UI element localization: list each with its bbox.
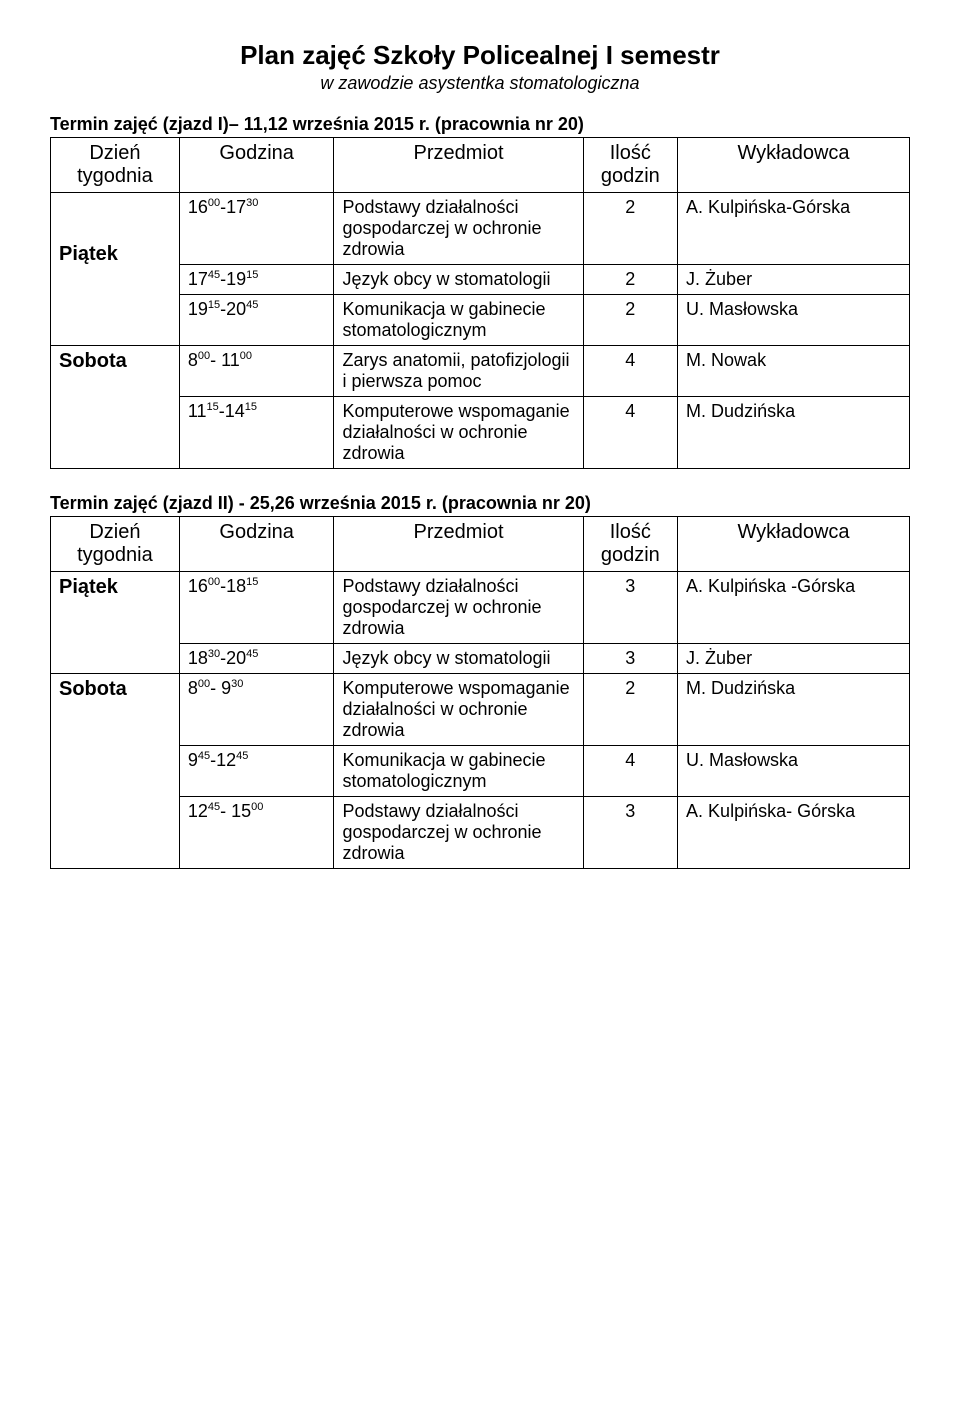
term-line: Termin zajęć (zjazd II) - 25,26 września…	[50, 493, 910, 514]
subject-cell: Zarys anatomii, patofizjologii i pierwsz…	[334, 346, 583, 397]
time-cell: 945-1245	[179, 746, 334, 797]
time-cell: 1600-1815	[179, 572, 334, 644]
table-header: Godzina	[179, 138, 334, 193]
subject-cell: Komputerowe wspomaganie działalności w o…	[334, 674, 583, 746]
hours-cell: 2	[583, 265, 677, 295]
time-cell: 1745-1915	[179, 265, 334, 295]
lecturer-cell: U. Masłowska	[678, 295, 910, 346]
table-header: Dzieńtygodnia	[51, 138, 180, 193]
lecturer-cell: J. Żuber	[678, 644, 910, 674]
day-cell: Sobota	[51, 346, 180, 469]
time-cell: 1115-1415	[179, 397, 334, 469]
subject-cell: Komunikacja w gabinecie stomatologicznym	[334, 295, 583, 346]
subject-cell: Podstawy działalności gospodarczej w och…	[334, 193, 583, 265]
hours-cell: 4	[583, 397, 677, 469]
time-cell: 1245- 1500	[179, 797, 334, 869]
page-subtitle: w zawodzie asystentka stomatologiczna	[50, 73, 910, 94]
hours-cell: 4	[583, 746, 677, 797]
time-cell: 1830-2045	[179, 644, 334, 674]
table-header: Ilośćgodzin	[583, 138, 677, 193]
table-row: Piątek1600-1730Podstawy działalności gos…	[51, 193, 910, 265]
table-row: 1115-1415Komputerowe wspomaganie działal…	[51, 397, 910, 469]
term-line: Termin zajęć (zjazd I)– 11,12 września 2…	[50, 114, 910, 135]
time-cell: 1915-2045	[179, 295, 334, 346]
hours-cell: 4	[583, 346, 677, 397]
lecturer-cell: A. Kulpińska-Górska	[678, 193, 910, 265]
table-row: Piątek1600-1815Podstawy działalności gos…	[51, 572, 910, 644]
table-row: 1830-2045Język obcy w stomatologii3J. Żu…	[51, 644, 910, 674]
lecturer-cell: A. Kulpińska -Górska	[678, 572, 910, 644]
hours-cell: 2	[583, 193, 677, 265]
table-row: 1245- 1500Podstawy działalności gospodar…	[51, 797, 910, 869]
day-cell: Piątek	[51, 572, 180, 674]
lecturer-cell: U. Masłowska	[678, 746, 910, 797]
hours-cell: 2	[583, 295, 677, 346]
subject-cell: Podstawy działalności gospodarczej w och…	[334, 572, 583, 644]
lecturer-cell: M. Nowak	[678, 346, 910, 397]
lecturer-cell: M. Dudzińska	[678, 674, 910, 746]
hours-cell: 3	[583, 572, 677, 644]
time-cell: 800- 930	[179, 674, 334, 746]
schedule-blocks: Termin zajęć (zjazd I)– 11,12 września 2…	[50, 114, 910, 869]
table-header: Wykładowca	[678, 138, 910, 193]
subject-cell: Język obcy w stomatologii	[334, 644, 583, 674]
table-header: Wykładowca	[678, 517, 910, 572]
subject-cell: Podstawy działalności gospodarczej w och…	[334, 797, 583, 869]
hours-cell: 3	[583, 797, 677, 869]
subject-cell: Język obcy w stomatologii	[334, 265, 583, 295]
table-row: 1745-1915Język obcy w stomatologii2J. Żu…	[51, 265, 910, 295]
hours-cell: 3	[583, 644, 677, 674]
time-cell: 800- 1100	[179, 346, 334, 397]
day-cell: Piątek	[51, 193, 180, 346]
table-header: Dzieńtygodnia	[51, 517, 180, 572]
schedule-table: DzieńtygodniaGodzinaPrzedmiotIlośćgodzin…	[50, 137, 910, 469]
time-cell: 1600-1730	[179, 193, 334, 265]
table-row: 1915-2045Komunikacja w gabinecie stomato…	[51, 295, 910, 346]
day-cell: Sobota	[51, 674, 180, 869]
page-title: Plan zajęć Szkoły Policealnej I semestr	[50, 40, 910, 71]
table-header: Ilośćgodzin	[583, 517, 677, 572]
table-row: Sobota800- 1100Zarys anatomii, patofizjo…	[51, 346, 910, 397]
table-row: 945-1245Komunikacja w gabinecie stomatol…	[51, 746, 910, 797]
subject-cell: Komputerowe wspomaganie działalności w o…	[334, 397, 583, 469]
table-header: Godzina	[179, 517, 334, 572]
hours-cell: 2	[583, 674, 677, 746]
schedule-table: DzieńtygodniaGodzinaPrzedmiotIlośćgodzin…	[50, 516, 910, 869]
table-header: Przedmiot	[334, 517, 583, 572]
table-row: Sobota800- 930Komputerowe wspomaganie dz…	[51, 674, 910, 746]
lecturer-cell: A. Kulpińska- Górska	[678, 797, 910, 869]
table-header: Przedmiot	[334, 138, 583, 193]
subject-cell: Komunikacja w gabinecie stomatologicznym	[334, 746, 583, 797]
lecturer-cell: M. Dudzińska	[678, 397, 910, 469]
lecturer-cell: J. Żuber	[678, 265, 910, 295]
